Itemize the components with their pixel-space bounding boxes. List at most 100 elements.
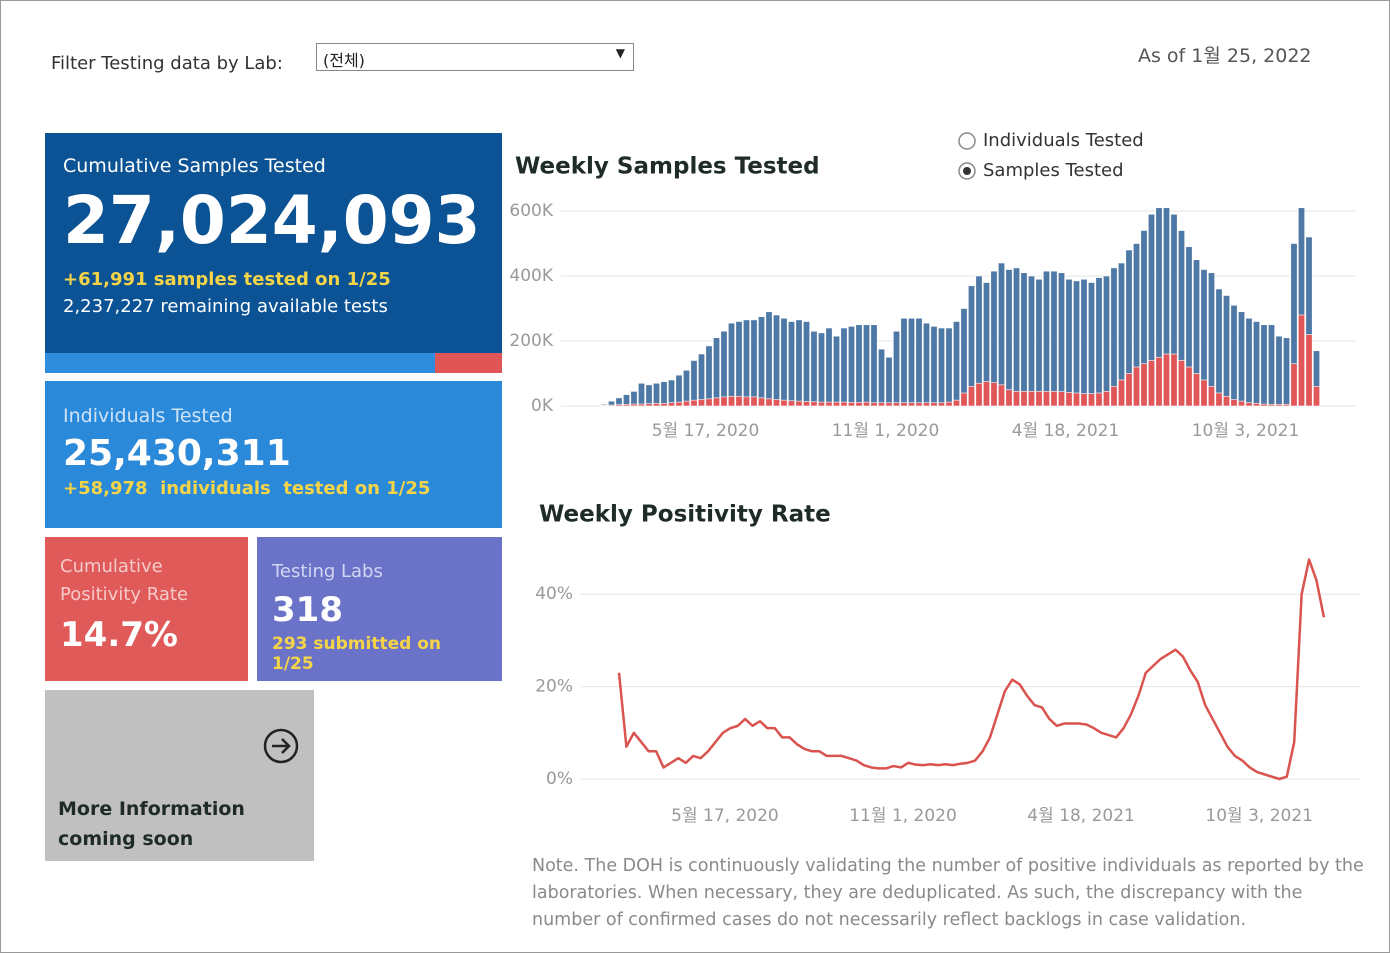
radio-label: Samples Tested [983,160,1124,181]
bar [870,402,878,407]
bar [1283,337,1291,407]
positivity-card: Cumulative Positivity Rate 14.7% [45,537,248,681]
bar [1215,392,1223,407]
bar [1260,403,1268,407]
bar [1238,400,1246,407]
bar [667,402,675,407]
bar [1230,399,1238,407]
bar [1215,288,1223,407]
radio-button[interactable] [958,132,976,150]
bar [1043,270,1051,407]
y-tick-label: 200K [509,331,553,351]
bar [892,402,900,407]
bar [727,395,735,407]
x-tick-label: 10월 3, 2021 [1192,421,1300,441]
bar [652,403,660,407]
bar [1155,356,1163,407]
labs-card: Testing Labs 318 293 submitted on 1/25 [257,537,502,681]
x-tick-label: 5월 17, 2020 [652,421,760,441]
bar [937,327,945,407]
bar [1275,335,1283,407]
bar [1020,272,1028,407]
bar [1238,311,1246,407]
bar [690,360,698,407]
x-tick-label: 11월 1, 2020 [832,421,940,441]
bar [735,321,743,407]
bar [825,327,833,407]
bar [922,402,930,407]
bar [1073,392,1081,407]
card-remaining: 2,237,227 remaining available tests [63,296,388,317]
bar [742,396,750,407]
chart-title: Weekly Positivity Rate [539,502,831,528]
bar [1005,389,1013,407]
bar [1080,278,1088,407]
bar [907,402,915,407]
bar [757,397,765,407]
bar [795,400,803,407]
bar [915,402,923,407]
bar [1290,363,1298,407]
bar [1260,324,1268,407]
x-tick-label: 4월 18, 2021 [1027,806,1135,826]
bar [682,400,690,407]
bar [705,345,713,407]
bar [802,401,810,407]
progress-remaining [435,353,502,373]
bar [1065,392,1073,407]
cumulative-card: Cumulative Samples Tested 27,024,093 +61… [45,133,502,353]
bar [840,327,848,407]
bar [667,379,675,407]
bar [1313,386,1321,407]
card-change: +61,991 samples tested on 1/25 [63,269,391,290]
bar [1103,275,1111,407]
bar [1050,270,1058,407]
more-info-card[interactable]: More Information coming soon [45,690,314,861]
bar [1088,282,1096,407]
bar [967,386,975,407]
bar [1253,403,1261,407]
bar [1245,402,1253,407]
bar [600,405,608,407]
bar [757,316,765,407]
bar [1223,395,1231,407]
bar [1133,366,1141,407]
bar [1298,314,1306,407]
bar [870,324,878,407]
bar [660,403,668,407]
bar [1253,321,1261,407]
card-title: Cumulative Samples Tested [63,155,326,177]
bar [1065,278,1073,407]
bar [637,403,645,407]
bar [787,321,795,407]
card-change: +58,978 individuals tested on 1/25 [63,478,431,499]
bar [1305,334,1313,407]
lab-filter[interactable]: (전체) ▼ [316,43,634,71]
bar [847,326,855,407]
bar [952,399,960,407]
bar [1178,360,1186,407]
bar [697,353,705,407]
bar [712,337,720,407]
individuals-card: Individuals Tested 25,430,311 +58,978 in… [45,381,502,528]
bar [705,398,713,407]
bar [720,330,728,407]
bar [945,401,953,407]
bar [900,402,908,407]
chart-title: Weekly Samples Tested [515,154,820,180]
bar [780,399,788,407]
bar [1028,391,1036,407]
bar [945,327,953,407]
bar [885,356,893,407]
bar [697,399,705,407]
bar [675,374,683,407]
bar [1050,391,1058,407]
bar [630,403,638,407]
card-title: Individuals Tested [63,405,233,427]
bar [930,402,938,407]
bar [1028,275,1036,407]
bar [990,382,998,407]
bar [690,399,698,407]
bar [862,401,870,407]
bar [1193,373,1201,407]
